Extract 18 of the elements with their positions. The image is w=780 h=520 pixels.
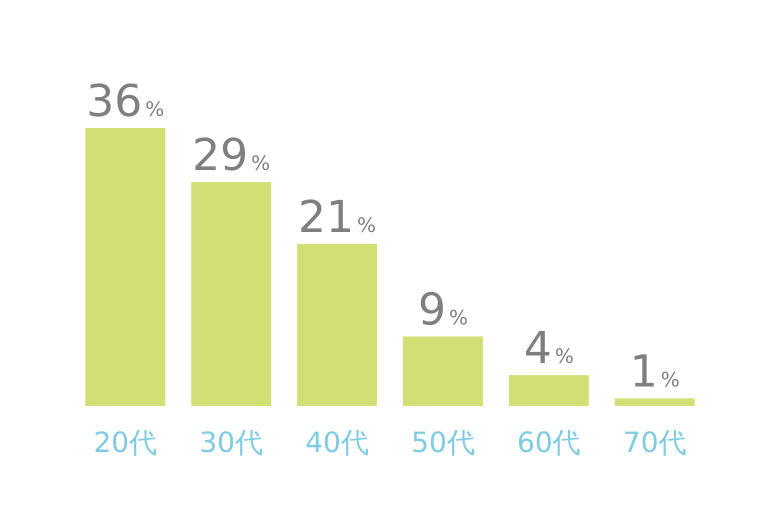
- bar: [85, 128, 166, 406]
- bar: [191, 182, 272, 406]
- bar: [297, 244, 378, 406]
- data-label: 29%: [192, 130, 270, 182]
- x-tick-label: 60代: [517, 426, 581, 459]
- x-tick-label: 30代: [199, 426, 263, 459]
- data-label: 4%: [524, 323, 574, 374]
- x-tick-label: 70代: [622, 426, 687, 459]
- data-label: 36%: [86, 76, 164, 127]
- bar: [402, 336, 483, 406]
- x-tick-label: 20代: [93, 426, 158, 459]
- data-label: 1%: [630, 346, 680, 398]
- bar: [614, 398, 695, 406]
- data-label: 9%: [418, 284, 468, 336]
- data-label: 21%: [298, 192, 376, 243]
- bar: [508, 375, 589, 406]
- x-tick-label: 40代: [305, 426, 369, 459]
- x-tick-label: 50代: [411, 426, 475, 459]
